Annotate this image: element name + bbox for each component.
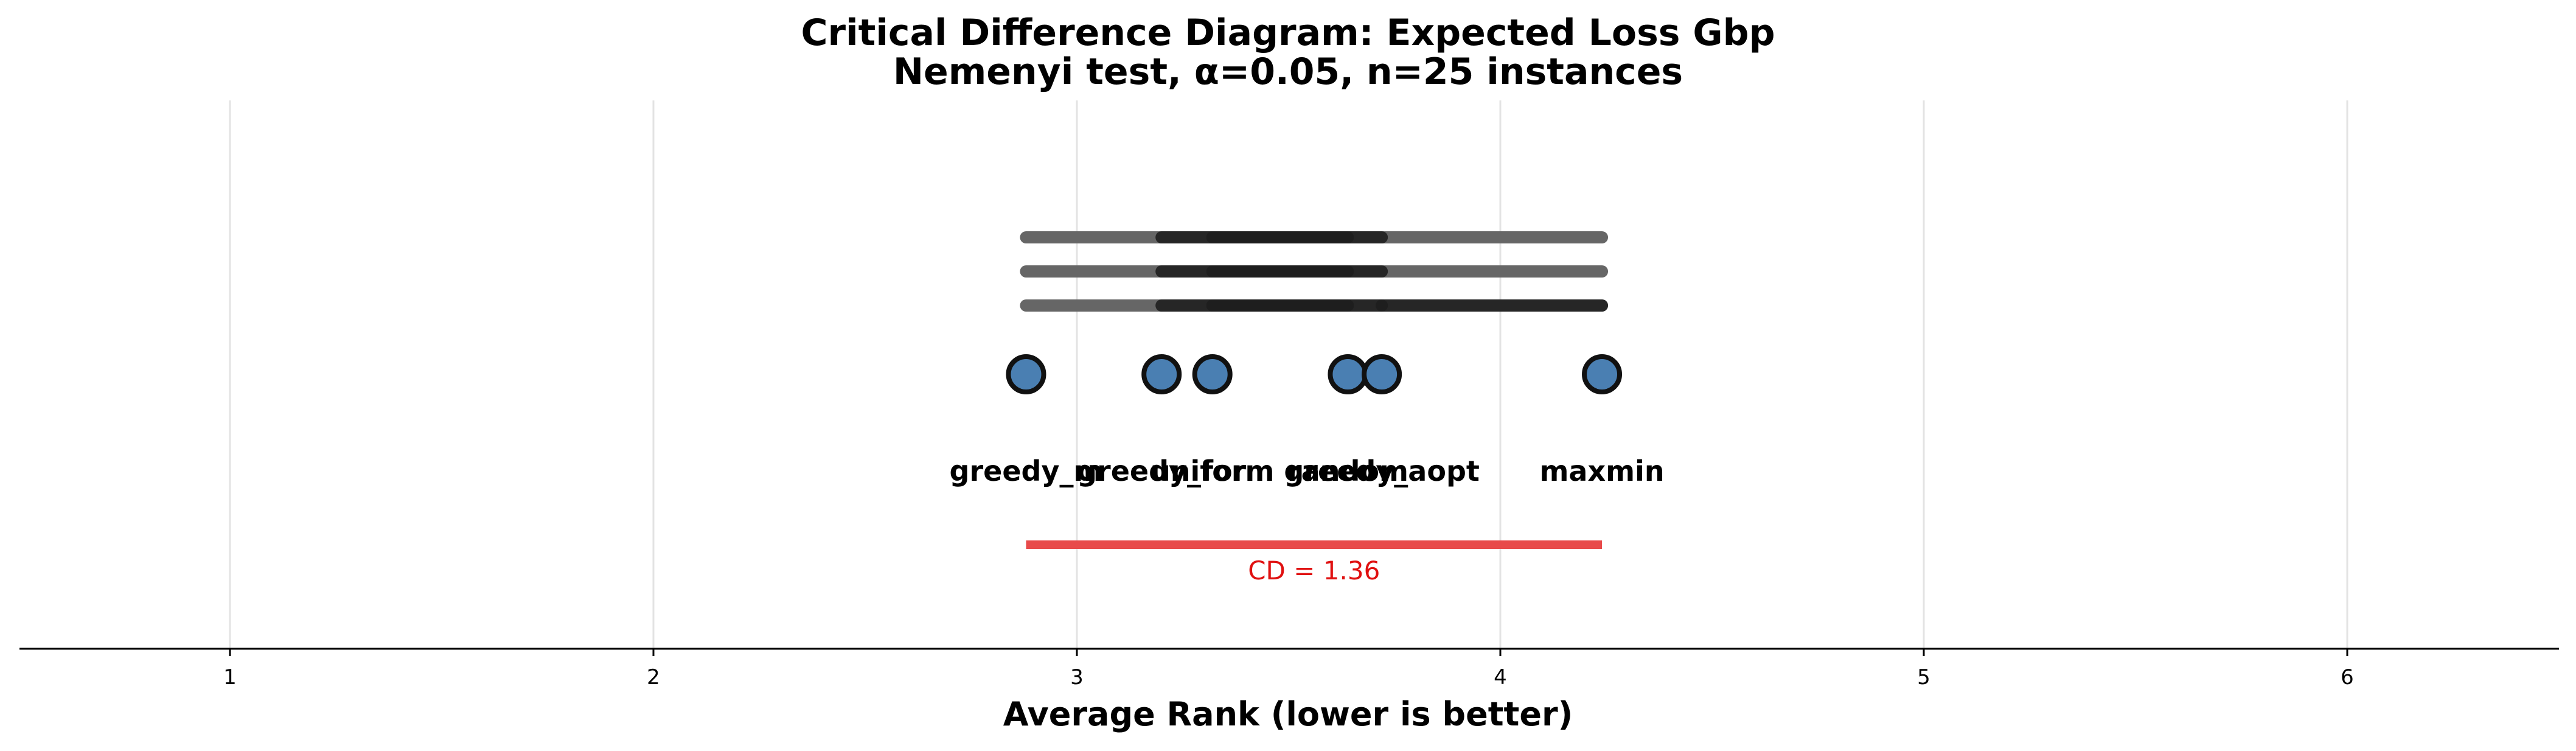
critical-difference: CD = 1.36 xyxy=(1026,540,1603,585)
tick-label-2: 2 xyxy=(647,665,660,690)
tick-label-3: 3 xyxy=(1070,665,1084,690)
x-axis-label: Average Rank (lower is better) xyxy=(1003,695,1573,733)
method-label-greedy-m: greedy_m xyxy=(950,455,1103,487)
chart-subtitle: Nemenyi test, α=0.05, n=25 instances xyxy=(893,51,1683,93)
chart-title: Critical Difference Diagram: Expected Lo… xyxy=(801,12,1775,54)
clique-bars xyxy=(1020,231,1609,312)
method-label-greedy-aopt: greedy_aopt xyxy=(1284,455,1479,487)
rank-marker-greedy-m xyxy=(1006,354,1046,394)
method-label-random: random xyxy=(1287,455,1408,487)
grid-lines xyxy=(229,100,2348,649)
rank-marker-random xyxy=(1328,354,1368,394)
x-axis-ticks: 1 2 3 4 5 6 xyxy=(223,649,2354,690)
rank-marker-uniform xyxy=(1192,354,1233,394)
x-axis: 1 2 3 4 5 6 xyxy=(19,648,2559,690)
rank-marker-greedy-aopt xyxy=(1362,354,1402,394)
cd-label: CD = 1.36 xyxy=(1248,556,1380,585)
rank-marker-greedy-for xyxy=(1141,354,1182,394)
tick-label-1: 1 xyxy=(223,665,237,690)
method-label-maxmin: maxmin xyxy=(1539,455,1664,487)
tick-label-6: 6 xyxy=(2341,665,2354,690)
method-label-greedy-for: greedy_for xyxy=(1077,455,1247,487)
tick-label-5: 5 xyxy=(1917,665,1930,690)
rank-markers xyxy=(1006,354,1623,394)
tick-label-4: 4 xyxy=(1494,665,1507,690)
rank-marker-maxmin xyxy=(1582,354,1623,394)
method-label-uniform: uniform xyxy=(1150,455,1275,487)
